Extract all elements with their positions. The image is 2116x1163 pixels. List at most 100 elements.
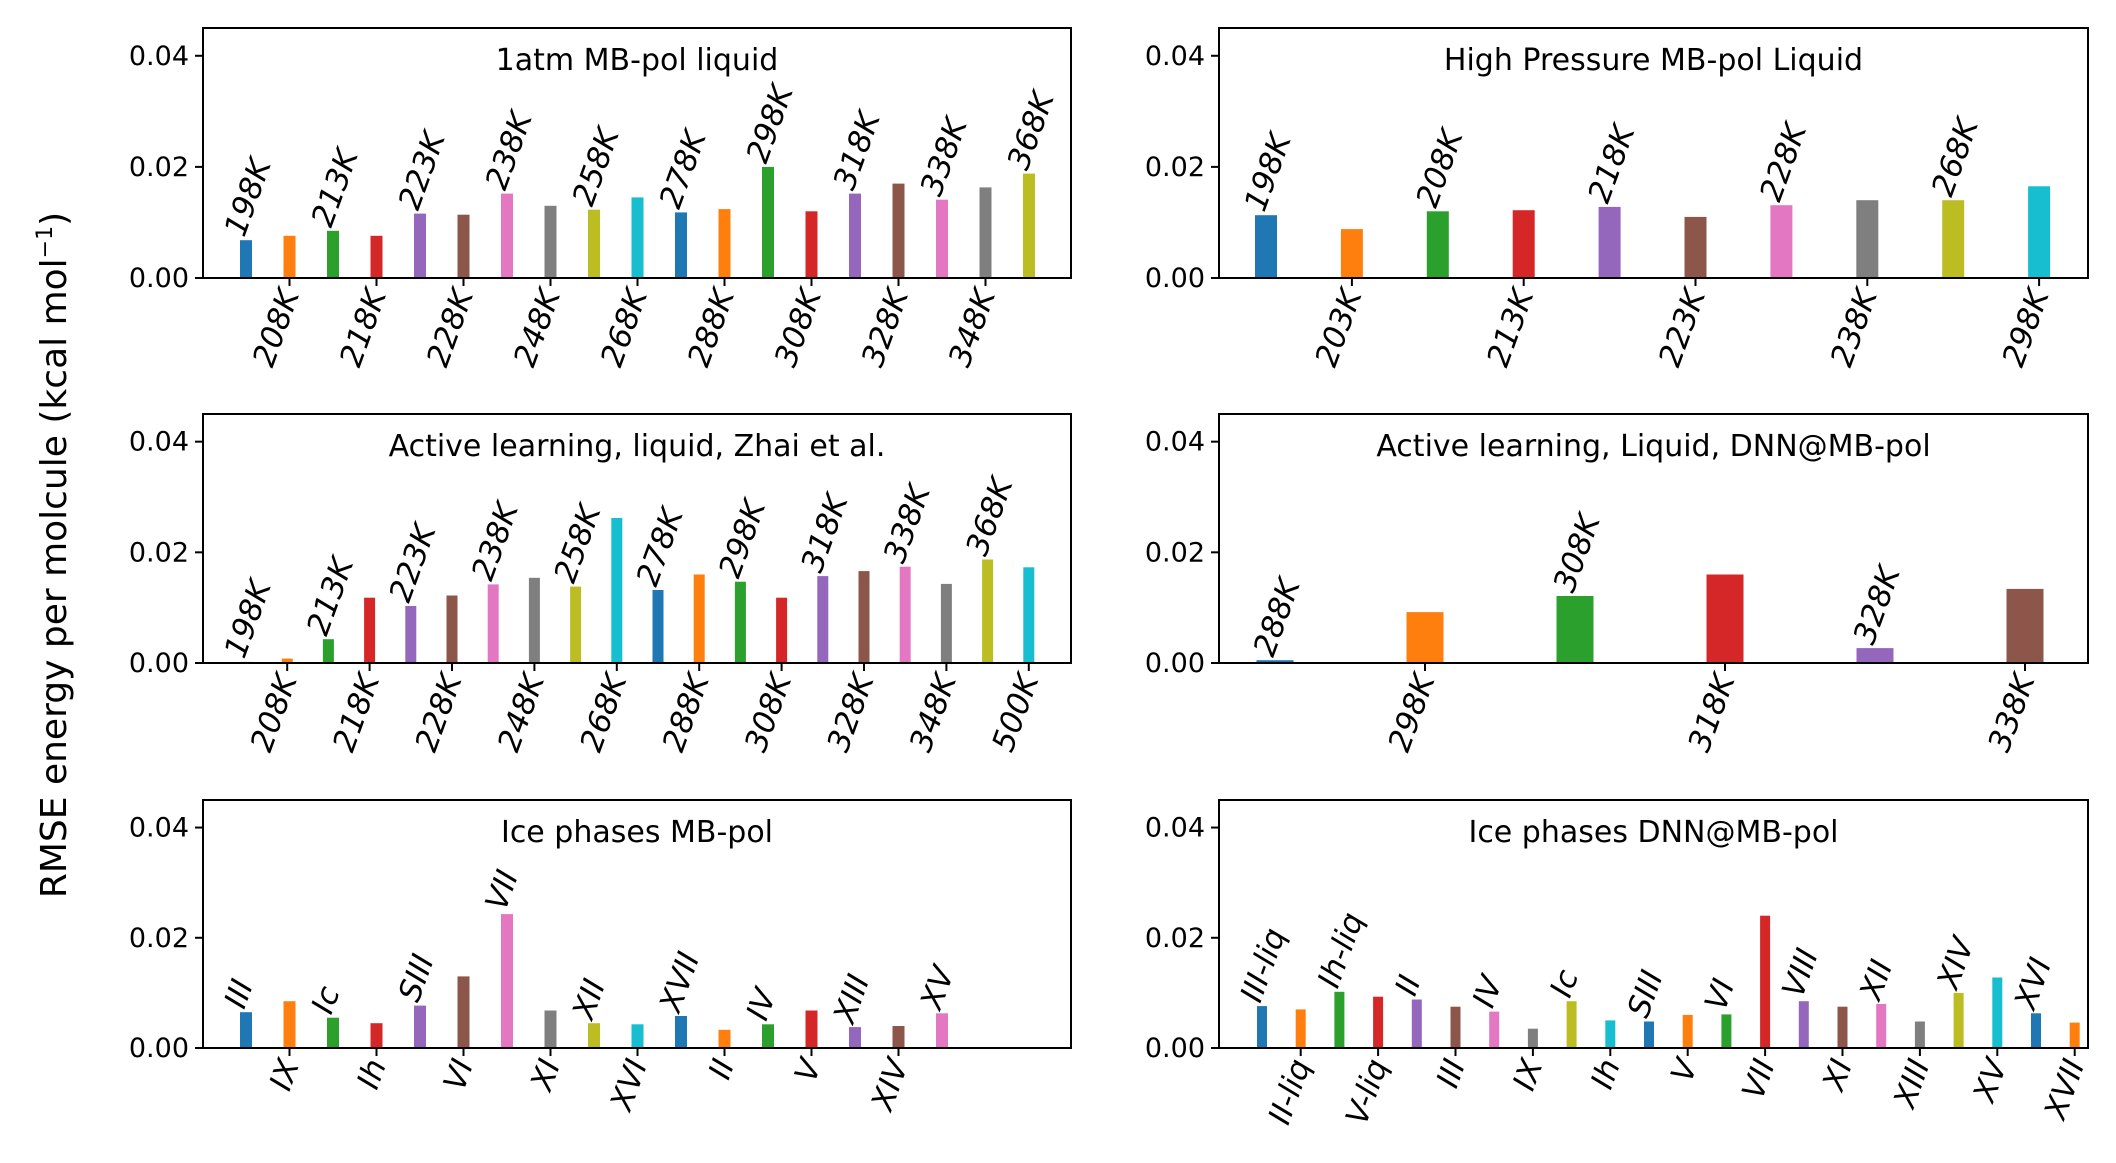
x-tick-label-XV: XV [1966, 1052, 2016, 1109]
bar-label-Ic: Ic [1543, 965, 1586, 1002]
bar-III-liq [1257, 1006, 1267, 1048]
bar-label-208K: 208K [1409, 123, 1471, 213]
bar-203K [1340, 229, 1363, 278]
bar-IX [283, 1001, 296, 1048]
x-tick-label-203K: 203K [1308, 282, 1370, 372]
plot-frame [202, 413, 1072, 664]
bar-label-223K: 223K [392, 125, 454, 215]
x-tick-label-218K: 218K [333, 282, 395, 372]
bar-248K [528, 577, 540, 663]
bar-198K [1255, 215, 1277, 278]
bar-368K [1023, 173, 1035, 278]
bar-228K [1770, 205, 1793, 278]
x-tick-label-298K: 298K [1381, 667, 1443, 757]
bar-label-238K: 238K [479, 105, 541, 195]
bar-label-223K: 223K [382, 517, 444, 607]
bar-348K [979, 187, 992, 278]
x-tick-label-308K: 308K [738, 667, 800, 757]
bar-label-XII: XII [1852, 955, 1900, 1006]
bar-268K [611, 518, 623, 663]
bar-label-258K: 258K [547, 498, 609, 588]
x-tick-label-308K: 308K [768, 282, 830, 372]
x-tick-label-Ih: Ih [1584, 1054, 1628, 1093]
bar-XIII [849, 1027, 861, 1048]
bar-XII [1876, 1003, 1887, 1048]
bar-label-IV: IV [740, 982, 785, 1025]
x-tick-label-213K: 213K [1480, 282, 1542, 372]
bar-XIV [1953, 992, 1964, 1048]
bar-208K [1426, 211, 1449, 278]
bar-label-213K: 213K [300, 550, 362, 640]
bar-308K [1556, 596, 1594, 663]
bar-228K [446, 595, 458, 663]
x-tick-label-V: V [1664, 1052, 1706, 1087]
bar-218K [1598, 206, 1621, 278]
bar-298K [762, 166, 774, 278]
bar-213K [327, 230, 339, 278]
panel-title: Active learning, Liquid, DNN@MB-pol [1376, 429, 1930, 464]
x-tick-label-218K: 218K [326, 667, 388, 757]
bar-288K [1256, 660, 1294, 663]
bar-SIII [1644, 1021, 1654, 1048]
x-tick-label-XI: XI [523, 1054, 568, 1097]
bar-label-218K: 218K [1581, 118, 1643, 208]
bar-label-VIII: VIII [1775, 944, 1825, 1002]
bar-338K [936, 199, 948, 278]
bar-318K [849, 193, 861, 278]
bar-268K [1942, 200, 1965, 278]
bar-label-XII: XII [565, 974, 613, 1025]
bar-XVII [675, 1016, 687, 1048]
y-tick-label: 0.00 [129, 263, 189, 294]
bar-Ic [1566, 1001, 1577, 1048]
y-tick-label: 0.02 [1145, 537, 1205, 568]
bar-label-XVII: XVII [652, 947, 707, 1018]
chart-panel-3: 0.00 0.02 0.04 Active learning, liquid, Zha… [129, 413, 1072, 757]
y-tick-label: 0.00 [1145, 263, 1205, 294]
x-tick-label-208K: 208K [246, 282, 308, 372]
y-tick-label: 0.04 [1145, 813, 1205, 844]
y-tick-label: 0.00 [129, 1033, 189, 1064]
bar-IX [1527, 1028, 1538, 1048]
bar-228K [457, 214, 470, 278]
bar-II [718, 1029, 731, 1048]
bar-label-258K: 258K [566, 121, 628, 211]
panel-title: High Pressure MB-pol Liquid [1444, 43, 1863, 78]
bar-label-II: II [1388, 971, 1428, 1001]
bar-213K [322, 639, 334, 663]
bar-label-SIII: SIII [1621, 966, 1671, 1023]
x-tick-label-238K: 238K [1824, 282, 1886, 372]
bar-V [805, 1010, 818, 1048]
bar-500K [1023, 567, 1035, 663]
x-tick-label-IX: IX [1506, 1054, 1550, 1096]
x-tick-label-338K: 338K [1981, 667, 2043, 757]
bar-258K [588, 209, 600, 278]
bar-318K [1706, 574, 1744, 663]
bar-label-198K: 198K [218, 151, 280, 241]
y-tick-label: 0.00 [1145, 648, 1205, 679]
bar-278K [675, 212, 687, 278]
x-tick-label-III: III [1430, 1054, 1473, 1092]
panel-title: Active learning, liquid, Zhai et al. [389, 429, 886, 464]
bar-223K [414, 213, 426, 278]
y-tick-label: 0.04 [129, 813, 189, 844]
bar-label-308K: 308K [1547, 507, 1609, 597]
bar-XIII [1914, 1021, 1925, 1048]
bar-label-238K: 238K [465, 496, 527, 586]
bar-288K [718, 209, 731, 278]
bar-label-318K: 318K [794, 487, 856, 577]
x-tick-label-288K: 288K [681, 282, 743, 372]
bar-298K [2028, 186, 2051, 278]
bar-label-XIII: XIII [826, 970, 877, 1030]
bar-label-288K: 288K [1247, 571, 1309, 661]
bar-338K [2006, 588, 2044, 663]
panel-title: Ice phases DNN@MB-pol [1468, 815, 1838, 850]
x-tick-label-228K: 228K [420, 282, 482, 372]
bar-VII [1760, 915, 1771, 1048]
bar-268K [631, 197, 644, 278]
bar-V [1682, 1014, 1693, 1048]
bar-III [240, 1012, 252, 1048]
bar-II [1411, 999, 1422, 1048]
bar-label-XVI: XVI [2007, 953, 2059, 1016]
bar-328K [858, 571, 870, 663]
